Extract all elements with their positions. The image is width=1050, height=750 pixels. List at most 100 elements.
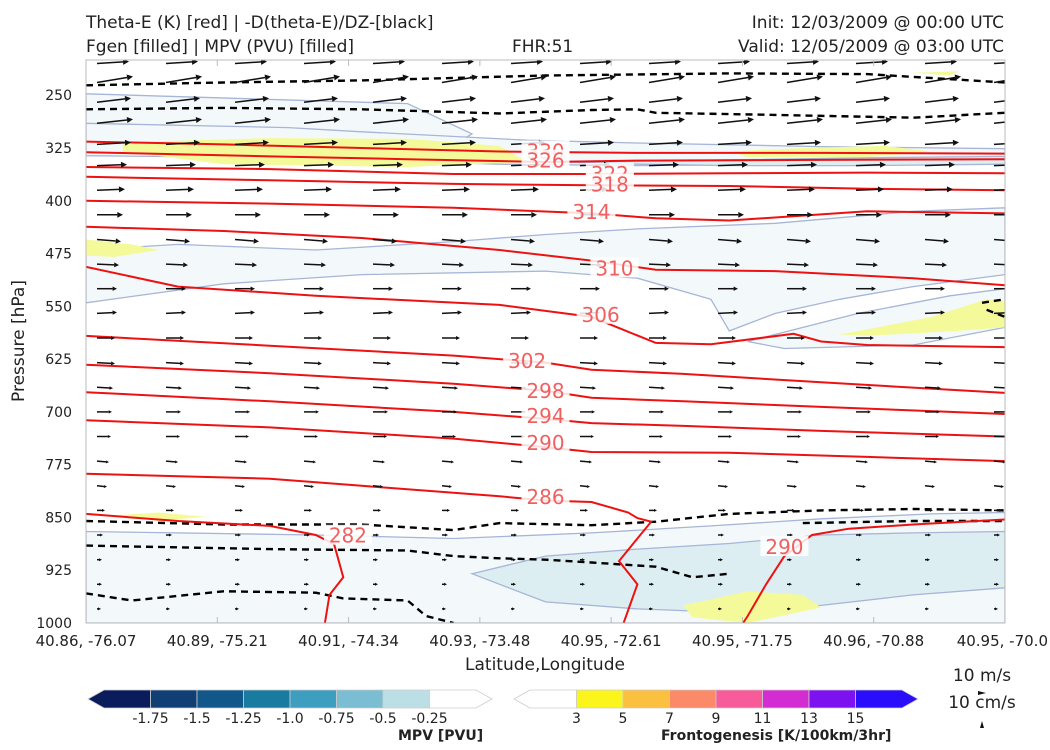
wind-vector — [372, 60, 405, 65]
wind-vector-head — [172, 485, 176, 488]
theta-e-label-bg-6 — [576, 303, 625, 324]
wind-vector-shaft — [441, 61, 469, 65]
wind-vector-head — [997, 533, 1000, 537]
wind-vector-head — [181, 286, 186, 291]
wind-vector-shaft — [234, 361, 250, 365]
wind-vector — [165, 161, 196, 168]
wind-vector — [442, 336, 460, 340]
wind-vector — [717, 262, 740, 268]
wind-vector-shaft — [510, 311, 527, 315]
wind-vector-head — [591, 410, 595, 414]
wind-vector-head — [739, 186, 746, 193]
wind-vector-shaft — [924, 460, 935, 463]
wind-vector-shaft — [648, 98, 678, 103]
wind-vector-head — [672, 161, 679, 168]
fgen-region-2 — [86, 239, 160, 257]
dz-contour-2 — [86, 544, 730, 579]
wind-vector — [924, 310, 945, 315]
wind-vector-shaft — [372, 361, 388, 365]
wind-vector — [579, 117, 616, 125]
fgen-colorbar-tick-4: 11 — [754, 711, 772, 727]
wind-vector — [718, 435, 732, 438]
wind-vector — [96, 361, 115, 366]
wind-vector-head — [384, 410, 388, 414]
wind-vector-head — [598, 238, 604, 244]
wind-vector-head — [329, 60, 336, 65]
init-time: Init: 12/03/2009 @ 00:00 UTC — [751, 13, 1004, 33]
wind-vector — [96, 238, 121, 244]
fgen-region-1 — [729, 145, 932, 158]
x-tick-1: 40.89, -75.21 — [167, 632, 268, 650]
wind-vector-shaft — [165, 61, 193, 65]
wind-vector — [96, 186, 125, 193]
wind-vector-shaft — [303, 238, 323, 242]
wind-vector — [786, 460, 799, 464]
wind-vector — [717, 361, 736, 366]
wind-vector-shaft — [372, 485, 381, 488]
wind-vector-head — [1002, 460, 1005, 464]
wind-vector-head — [400, 139, 407, 146]
wind-vector-head — [400, 95, 407, 102]
wind-vector-shaft — [165, 98, 195, 103]
wind-vector-head — [532, 186, 539, 193]
theta-e-label-310: 310 — [595, 256, 633, 280]
wind-vector-head — [386, 361, 391, 366]
wind-vector-shaft — [717, 361, 733, 365]
wind-vector-head — [940, 286, 945, 291]
wind-vector — [373, 508, 381, 512]
wind-vector-shaft — [372, 386, 386, 389]
wind-vector-shaft — [648, 386, 662, 389]
wind-vector-shaft — [924, 386, 938, 389]
theta-e-label-286: 286 — [526, 485, 564, 509]
y-tick-475: 475 — [45, 247, 72, 263]
wind-vector — [786, 485, 797, 488]
wind-vector — [924, 139, 959, 146]
wind-vector — [510, 186, 539, 193]
wind-vector-head — [167, 607, 170, 611]
title-line-1: Theta-E (K) [red] | -D(theta-E)/DZ-[blac… — [86, 13, 434, 33]
wind-vector — [304, 533, 310, 537]
wind-vector — [718, 212, 744, 218]
wind-vector — [855, 186, 884, 193]
wind-vector-head — [103, 485, 107, 488]
wind-vector-head — [674, 60, 681, 65]
wind-vector — [372, 186, 401, 193]
fgen-colorbar-tick-3: 9 — [712, 711, 721, 727]
wind-vector-shaft — [96, 61, 124, 65]
wind-vector-head — [881, 60, 888, 65]
wind-vector — [166, 533, 172, 537]
wind-vector-head — [525, 336, 529, 340]
wind-vector-head — [666, 262, 671, 268]
wind-vector — [855, 161, 886, 168]
wind-vector-head — [99, 558, 102, 562]
wind-vector-head — [321, 262, 326, 268]
wind-vector-head — [1016, 186, 1022, 192]
dz-contour-3 — [86, 507, 1005, 532]
wind-vector — [442, 558, 447, 562]
wind-vector — [441, 95, 476, 103]
wind-vector-head — [719, 607, 722, 611]
wind-vector-head — [112, 310, 117, 315]
theta-e-label-314: 314 — [572, 200, 610, 224]
wind-vector-shaft — [648, 164, 674, 167]
wind-vector-head — [186, 212, 192, 218]
wind-vector-shaft — [510, 263, 529, 266]
wind-vector-head — [390, 262, 395, 268]
fgen-colorbar-tick-5: 13 — [800, 711, 818, 727]
wind-vector — [787, 336, 805, 340]
y-axis-label: Pressure [hPa] — [9, 280, 29, 402]
wind-vector-head — [241, 485, 245, 488]
wind-vector-shaft — [648, 263, 667, 266]
wind-vector-head — [306, 558, 309, 562]
wind-vector-head — [171, 508, 174, 512]
wind-vector-head — [678, 74, 685, 81]
wind-vector — [717, 117, 754, 125]
wind-vector-head — [460, 238, 466, 244]
wind-vector — [234, 262, 257, 268]
wind-vector-head — [1013, 238, 1019, 243]
wind-vector — [856, 286, 876, 291]
wind-vector-head — [588, 460, 592, 464]
wind-vector-head — [724, 485, 728, 488]
wind-vector-head — [331, 95, 338, 102]
wind-vector — [166, 582, 171, 586]
